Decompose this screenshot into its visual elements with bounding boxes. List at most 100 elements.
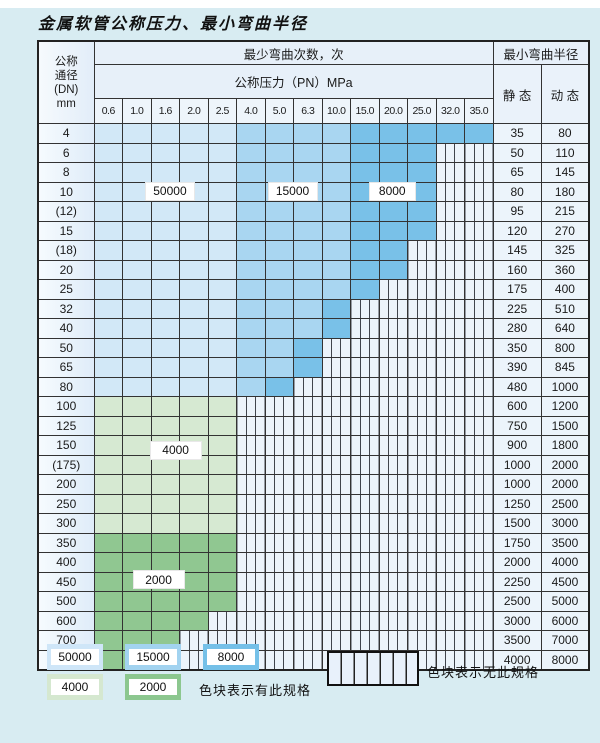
spec-cell-none <box>264 493 294 514</box>
spec-cell-50000 <box>122 220 152 241</box>
spec-cell-50000 <box>207 279 237 300</box>
spec-cell-4000 <box>93 474 123 495</box>
dynamic-radius-cell: 1500 <box>540 415 590 436</box>
spec-cell-none <box>321 396 351 417</box>
dn-cell: 300 <box>37 513 95 534</box>
spec-cell-none <box>350 474 380 495</box>
spec-cell-none <box>321 591 351 612</box>
static-radius-cell: 160 <box>492 259 542 280</box>
spec-cell-none <box>407 337 437 358</box>
spec-cell-15000 <box>236 220 266 241</box>
spec-cell-none <box>321 513 351 534</box>
spec-cell-none <box>378 279 408 300</box>
cycle-count-label-2000: 2000 <box>132 570 185 589</box>
spec-cell-8000 <box>378 240 408 261</box>
spec-cell-15000 <box>264 162 294 183</box>
spec-cell-none <box>407 318 437 339</box>
spec-cell-none <box>435 493 465 514</box>
spec-cell-50000 <box>122 259 152 280</box>
spec-cell-none <box>378 513 408 534</box>
legend-swatch-label: 8000 <box>207 649 255 665</box>
dn-cell: 400 <box>37 552 95 573</box>
dynamic-radius-cell: 400 <box>540 279 590 300</box>
spec-cell-15000 <box>264 201 294 222</box>
spec-cell-50000 <box>207 376 237 397</box>
spec-cell-none <box>321 610 351 631</box>
static-radius-cell: 3000 <box>492 610 542 631</box>
spec-cell-none <box>236 591 266 612</box>
dynamic-radius-cell: 110 <box>540 142 590 163</box>
spec-cell-none <box>378 571 408 592</box>
spec-cell-8000 <box>407 220 437 241</box>
spec-cell-15000 <box>321 259 351 280</box>
spec-cell-4000 <box>122 493 152 514</box>
pressure-tick-35.0: 35.0 <box>464 98 494 124</box>
spec-cell-2000 <box>122 552 152 573</box>
spec-cell-none <box>293 649 323 671</box>
spec-cell-none <box>378 318 408 339</box>
dn-cell: (12) <box>37 201 95 222</box>
spec-cell-none <box>293 591 323 612</box>
dynamic-radius-cell: 845 <box>540 357 590 378</box>
spec-cell-none <box>464 415 494 436</box>
spec-cell-50000 <box>150 298 180 319</box>
spec-cell-50000 <box>207 318 237 339</box>
spec-cell-none <box>321 435 351 456</box>
pressure-tick-20.0: 20.0 <box>378 98 408 124</box>
spec-cell-none <box>407 454 437 475</box>
dn-cell: (175) <box>37 454 95 475</box>
legend-swatch-4000: 4000 <box>47 674 103 700</box>
spec-cell-15000 <box>321 181 351 202</box>
dn-cell: 150 <box>37 435 95 456</box>
table-row-dn-350: 350 1750 3500 <box>37 532 590 553</box>
spec-cell-15000 <box>293 220 323 241</box>
spec-cell-2000 <box>207 591 237 612</box>
cycle-count-label-4000: 4000 <box>149 440 202 460</box>
cycle-count-label-15000: 15000 <box>267 181 318 201</box>
spec-cell-50000 <box>179 357 209 378</box>
dn-cell: 200 <box>37 474 95 495</box>
spec-cell-8000 <box>350 220 380 241</box>
table-row-dn-600: 600 3000 6000 <box>37 610 590 631</box>
spec-cell-15000 <box>321 142 351 163</box>
spec-cell-50000 <box>207 337 237 358</box>
spec-cell-none <box>435 337 465 358</box>
spec-cell-50000 <box>93 123 123 144</box>
spec-cell-50000 <box>179 240 209 261</box>
static-radius-cell: 750 <box>492 415 542 436</box>
spec-cell-none <box>435 415 465 436</box>
spec-cell-none <box>464 259 494 280</box>
spec-cell-2000 <box>93 591 123 612</box>
dynamic-radius-cell: 7000 <box>540 630 590 651</box>
spec-cell-4000 <box>207 415 237 436</box>
spec-cell-none <box>321 630 351 651</box>
spec-cell-8000 <box>407 162 437 183</box>
spec-cell-none <box>293 493 323 514</box>
spec-cell-2000 <box>150 591 180 612</box>
spec-cell-8000 <box>350 201 380 222</box>
spec-cell-none <box>321 571 351 592</box>
dn-cell: 32 <box>37 298 95 319</box>
legend-swatch-8000: 8000 <box>203 644 259 670</box>
dn-cell: 100 <box>37 396 95 417</box>
spec-cell-8000 <box>350 142 380 163</box>
spec-cell-4000 <box>122 435 152 456</box>
table-row-dn-20: 20 160 360 <box>37 259 590 280</box>
spec-cell-15000 <box>264 142 294 163</box>
spec-cell-2000 <box>179 610 209 631</box>
spec-cell-50000 <box>122 123 152 144</box>
spec-cell-15000 <box>236 337 266 358</box>
table-row-dn-18: (18) 145 325 <box>37 240 590 261</box>
spec-cell-none <box>350 435 380 456</box>
legend-swatch-label: 2000 <box>129 679 177 695</box>
spec-cell-none <box>350 513 380 534</box>
spec-cell-15000 <box>321 279 351 300</box>
table-row-dn-200: 200 1000 2000 <box>37 474 590 495</box>
spec-cell-none <box>435 201 465 222</box>
dn-cell: 40 <box>37 318 95 339</box>
spec-cell-none <box>350 630 380 651</box>
spec-cell-none <box>350 532 380 553</box>
legend: 50000 15000 8000 4000 2000 色块表示有此规格 色块表示无此规格 <box>0 637 600 743</box>
spec-cell-50000 <box>122 337 152 358</box>
spec-cell-none <box>464 552 494 573</box>
